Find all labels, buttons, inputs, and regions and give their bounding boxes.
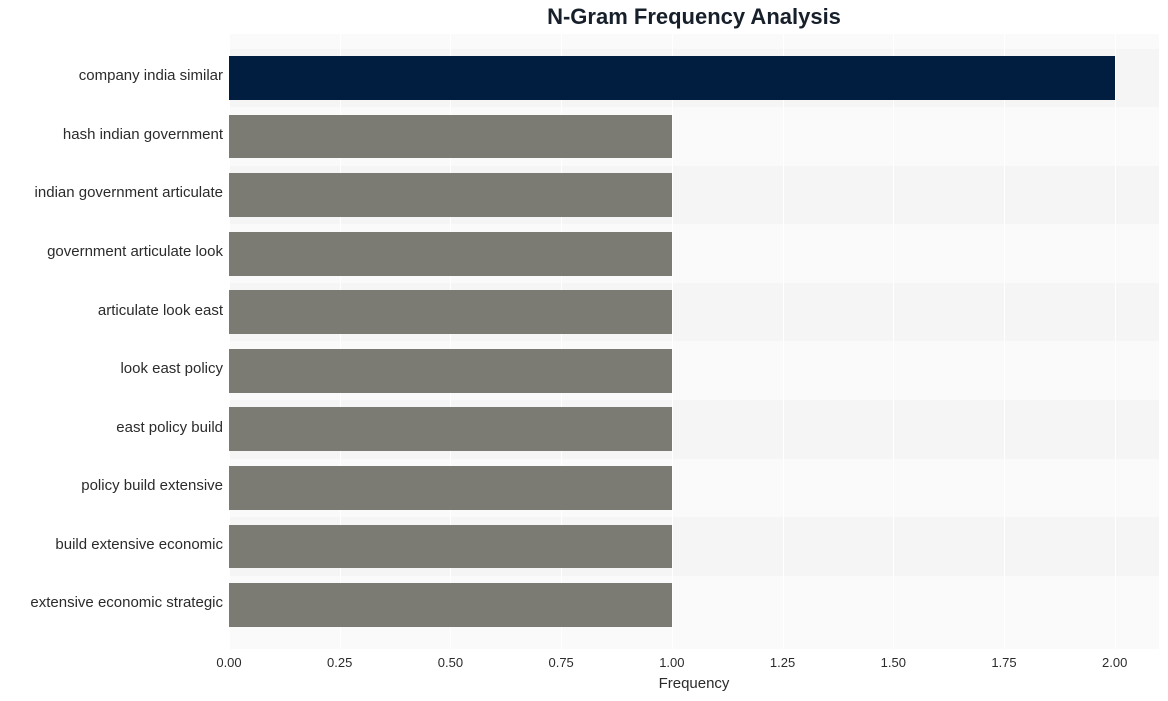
bar (229, 349, 672, 393)
grid-vline (893, 34, 894, 649)
x-tick-label: 1.50 (881, 655, 906, 670)
y-tick-label: indian government articulate (35, 184, 223, 201)
bar (229, 583, 672, 627)
chart: N-Gram Frequency Analysis Frequency comp… (0, 0, 1168, 701)
y-tick-label: hash indian government (63, 126, 223, 143)
plot-area (229, 34, 1159, 649)
bar (229, 407, 672, 451)
grid-vline (783, 34, 784, 649)
x-tick-label: 2.00 (1102, 655, 1127, 670)
y-tick-label: build extensive economic (55, 536, 223, 553)
x-tick-label: 0.75 (548, 655, 573, 670)
bar (229, 290, 672, 334)
chart-title: N-Gram Frequency Analysis (229, 4, 1159, 30)
x-tick-label: 0.50 (438, 655, 463, 670)
y-tick-label: policy build extensive (81, 477, 223, 494)
grid-vline (1115, 34, 1116, 649)
y-tick-label: extensive economic strategic (30, 594, 223, 611)
bar (229, 115, 672, 159)
x-tick-label: 0.25 (327, 655, 352, 670)
x-tick-label: 1.75 (991, 655, 1016, 670)
grid-vline (672, 34, 673, 649)
bar (229, 232, 672, 276)
bar (229, 525, 672, 569)
bar (229, 173, 672, 217)
bar (229, 56, 1115, 100)
bar (229, 466, 672, 510)
y-tick-label: company india similar (79, 67, 223, 84)
x-tick-label: 1.00 (659, 655, 684, 670)
x-tick-label: 1.25 (770, 655, 795, 670)
grid-vline (1004, 34, 1005, 649)
x-axis-title: Frequency (229, 675, 1159, 692)
y-tick-label: east policy build (116, 419, 223, 436)
y-tick-label: government articulate look (47, 243, 223, 260)
x-tick-label: 0.00 (216, 655, 241, 670)
y-tick-label: look east policy (120, 360, 223, 377)
y-tick-label: articulate look east (98, 302, 223, 319)
